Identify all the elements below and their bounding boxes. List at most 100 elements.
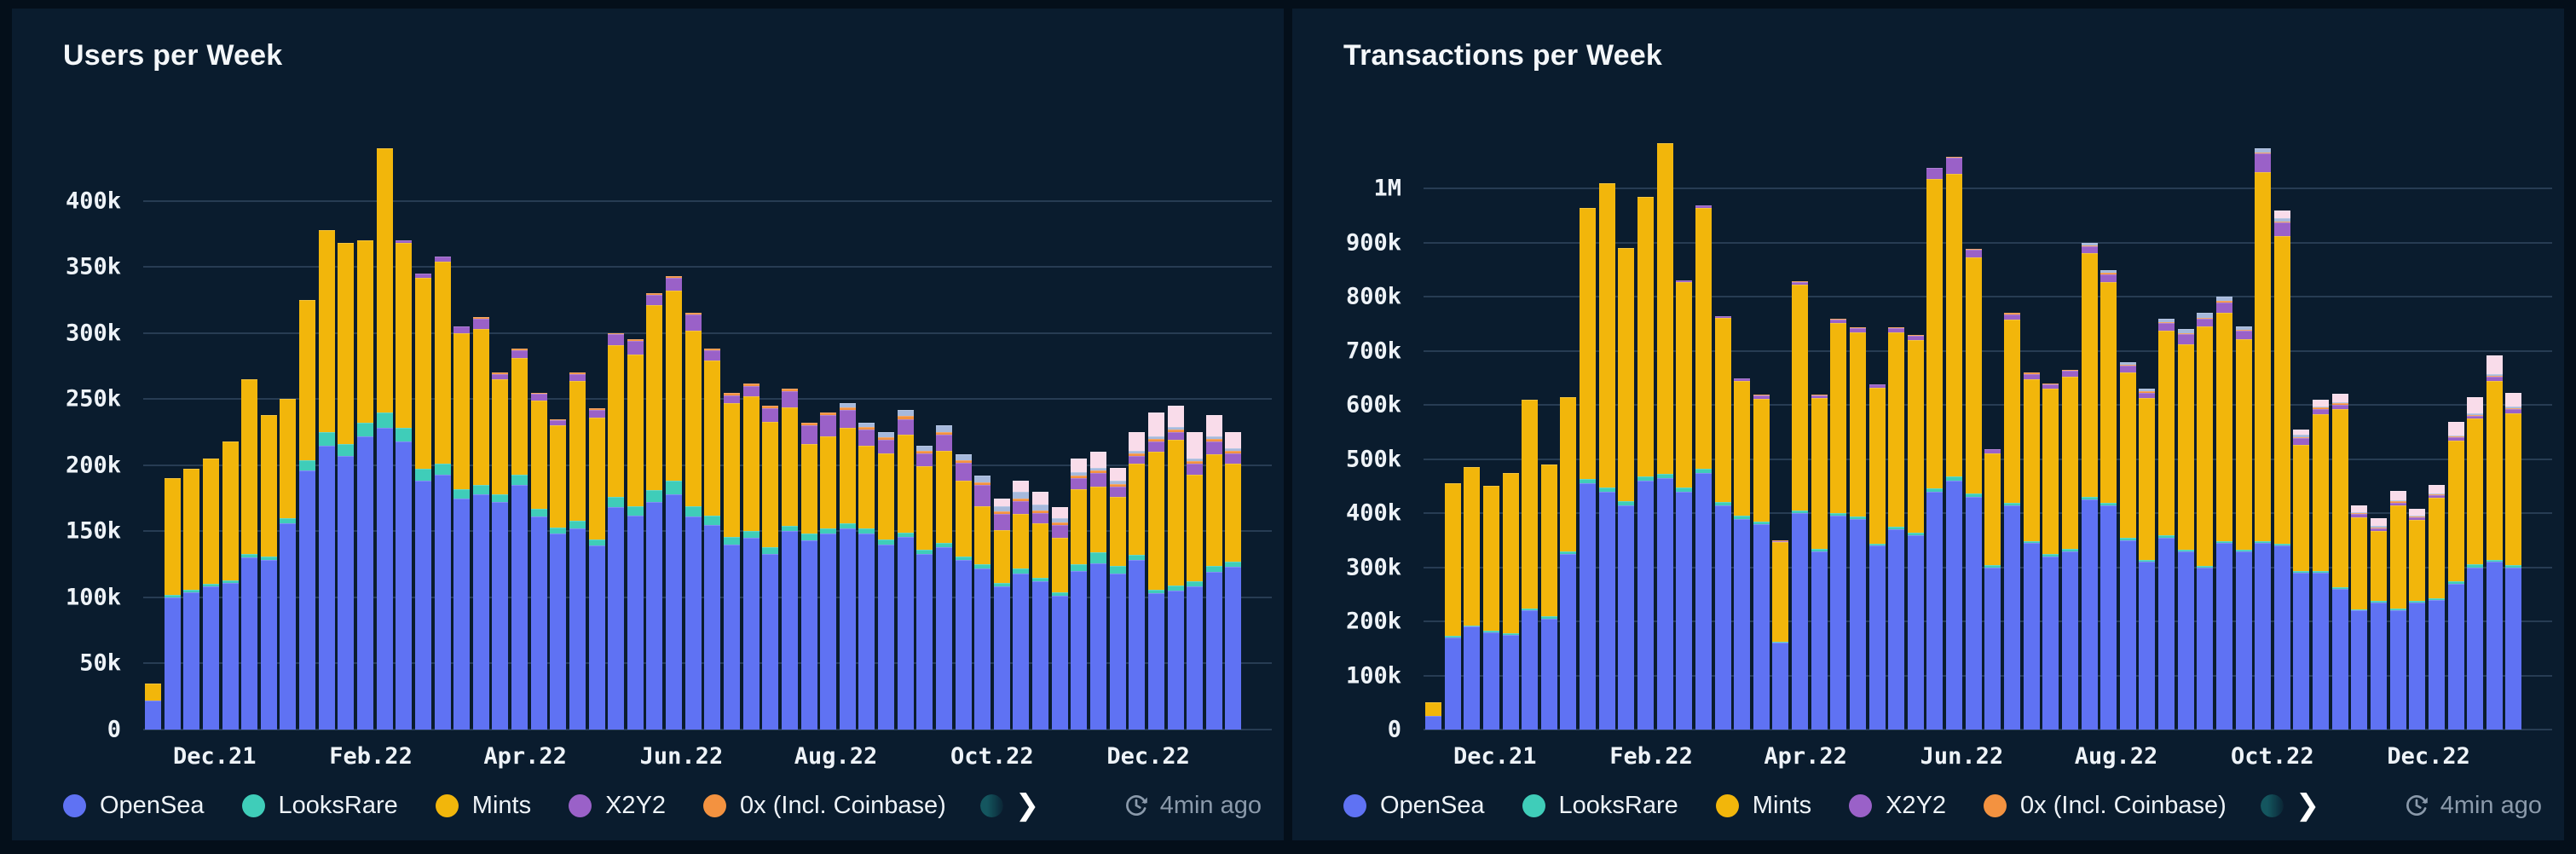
stacked-bar-week-53[interactable] [1167, 135, 1184, 730]
stacked-bar-week-40[interactable] [916, 135, 933, 730]
stacked-bar-week-0[interactable] [1425, 135, 1442, 730]
stacked-bar-week-33[interactable] [781, 135, 798, 730]
stacked-bar-week-56[interactable] [1225, 135, 1242, 730]
stacked-bar-week-39[interactable] [2177, 135, 2194, 730]
stacked-bar-week-30[interactable] [724, 135, 740, 730]
stacked-bar-week-40[interactable] [2197, 135, 2214, 730]
stacked-bar-week-17[interactable] [472, 135, 489, 730]
legend-item-opensea[interactable]: OpenSea [63, 792, 205, 820]
stacked-bar-week-1[interactable] [1444, 135, 1461, 730]
stacked-bar-week-47[interactable] [1051, 135, 1068, 730]
stacked-bar-week-35[interactable] [2100, 135, 2117, 730]
stacked-bar-week-44[interactable] [2273, 135, 2290, 730]
legend-item-x2y2[interactable]: X2Y2 [1849, 792, 1946, 820]
stacked-bar-week-43[interactable] [2255, 135, 2272, 730]
stacked-bar-week-11[interactable] [1637, 135, 1654, 730]
stacked-bar-week-52[interactable] [2428, 135, 2445, 730]
stacked-bar-week-34[interactable] [800, 135, 817, 730]
stacked-bar-week-15[interactable] [1714, 135, 1731, 730]
stacked-bar-week-22[interactable] [569, 135, 586, 730]
stacked-bar-week-34[interactable] [2081, 135, 2098, 730]
stacked-bar-week-21[interactable] [1830, 135, 1847, 730]
stacked-bar-week-13[interactable] [1676, 135, 1693, 730]
stacked-bar-week-51[interactable] [2409, 135, 2426, 730]
stacked-bar-week-55[interactable] [2486, 135, 2503, 730]
stacked-bar-week-17[interactable] [1753, 135, 1770, 730]
stacked-bar-week-52[interactable] [1147, 135, 1164, 730]
stacked-bar-week-20[interactable] [530, 135, 547, 730]
stacked-bar-week-50[interactable] [2389, 135, 2406, 730]
stacked-bar-week-32[interactable] [2042, 135, 2059, 730]
chevron-right-icon[interactable]: ❯ [2287, 791, 2320, 820]
stacked-bar-week-19[interactable] [1792, 135, 1809, 730]
stacked-bar-week-44[interactable] [993, 135, 1010, 730]
stacked-bar-week-5[interactable] [241, 135, 258, 730]
legend-item-x2y2[interactable]: X2Y2 [569, 792, 666, 820]
stacked-bar-week-36[interactable] [839, 135, 856, 730]
stacked-bar-week-33[interactable] [2061, 135, 2078, 730]
stacked-bar-week-6[interactable] [1540, 135, 1557, 730]
stacked-bar-week-15[interactable] [434, 135, 451, 730]
stacked-bar-week-36[interactable] [2119, 135, 2136, 730]
legend-item-0x-incl-coinbase-[interactable]: 0x (Incl. Coinbase) [703, 792, 946, 820]
stacked-bar-week-5[interactable] [1522, 135, 1539, 730]
stacked-bar-week-24[interactable] [1888, 135, 1905, 730]
stacked-bar-week-42[interactable] [2235, 135, 2252, 730]
stacked-bar-week-41[interactable] [935, 135, 952, 730]
stacked-bar-week-28[interactable] [1965, 135, 1982, 730]
stacked-bar-week-22[interactable] [1849, 135, 1866, 730]
stacked-bar-week-29[interactable] [704, 135, 721, 730]
stacked-bar-week-7[interactable] [1560, 135, 1577, 730]
stacked-bar-week-32[interactable] [762, 135, 779, 730]
stacked-bar-week-20[interactable] [1811, 135, 1828, 730]
stacked-bar-week-1[interactable] [164, 135, 181, 730]
stacked-bar-week-18[interactable] [492, 135, 509, 730]
stacked-bar-week-47[interactable] [2331, 135, 2348, 730]
stacked-bar-week-8[interactable] [299, 135, 316, 730]
stacked-bar-week-31[interactable] [2023, 135, 2040, 730]
stacked-bar-week-0[interactable] [145, 135, 162, 730]
stacked-bar-week-53[interactable] [2447, 135, 2464, 730]
stacked-bar-week-37[interactable] [2139, 135, 2156, 730]
stacked-bar-week-51[interactable] [1129, 135, 1146, 730]
stacked-bar-week-3[interactable] [202, 135, 219, 730]
stacked-bar-week-24[interactable] [608, 135, 625, 730]
stacked-bar-week-30[interactable] [2004, 135, 2020, 730]
stacked-bar-week-54[interactable] [1187, 135, 1204, 730]
stacked-bar-week-2[interactable] [183, 135, 200, 730]
legend-item-looksrare[interactable]: LooksRare [1522, 792, 1678, 820]
chevron-right-icon[interactable]: ❯ [1007, 791, 1040, 820]
stacked-bar-week-26[interactable] [1926, 135, 1944, 730]
refresh-status[interactable]: 4min ago [1123, 792, 1262, 820]
stacked-bar-week-43[interactable] [974, 135, 991, 730]
stacked-bar-week-3[interactable] [1482, 135, 1499, 730]
stacked-bar-week-14[interactable] [414, 135, 431, 730]
legend-item-mints[interactable]: Mints [435, 792, 531, 820]
stacked-bar-week-41[interactable] [2215, 135, 2232, 730]
stacked-bar-week-7[interactable] [280, 135, 297, 730]
stacked-bar-week-11[interactable] [356, 135, 373, 730]
stacked-bar-week-45[interactable] [1013, 135, 1030, 730]
refresh-status[interactable]: 4min ago [2403, 792, 2542, 820]
stacked-bar-week-2[interactable] [1464, 135, 1481, 730]
stacked-bar-week-46[interactable] [1032, 135, 1049, 730]
stacked-bar-week-25[interactable] [627, 135, 644, 730]
stacked-bar-week-42[interactable] [955, 135, 972, 730]
stacked-bar-week-25[interactable] [1907, 135, 1924, 730]
stacked-bar-week-55[interactable] [1205, 135, 1222, 730]
stacked-bar-week-37[interactable] [858, 135, 875, 730]
legend-item-mints[interactable]: Mints [1715, 792, 1811, 820]
stacked-bar-week-56[interactable] [2505, 135, 2522, 730]
legend-item-opensea[interactable]: OpenSea [1343, 792, 1485, 820]
stacked-bar-week-48[interactable] [2351, 135, 2368, 730]
stacked-bar-week-35[interactable] [820, 135, 837, 730]
stacked-bar-week-50[interactable] [1109, 135, 1126, 730]
legend-item-looksrare[interactable]: LooksRare [241, 792, 398, 820]
stacked-bar-week-38[interactable] [2158, 135, 2175, 730]
stacked-bar-week-14[interactable] [1695, 135, 1712, 730]
stacked-bar-week-23[interactable] [1868, 135, 1886, 730]
stacked-bar-week-16[interactable] [453, 135, 471, 730]
stacked-bar-week-49[interactable] [2371, 135, 2388, 730]
stacked-bar-week-21[interactable] [550, 135, 567, 730]
stacked-bar-week-46[interactable] [2313, 135, 2330, 730]
